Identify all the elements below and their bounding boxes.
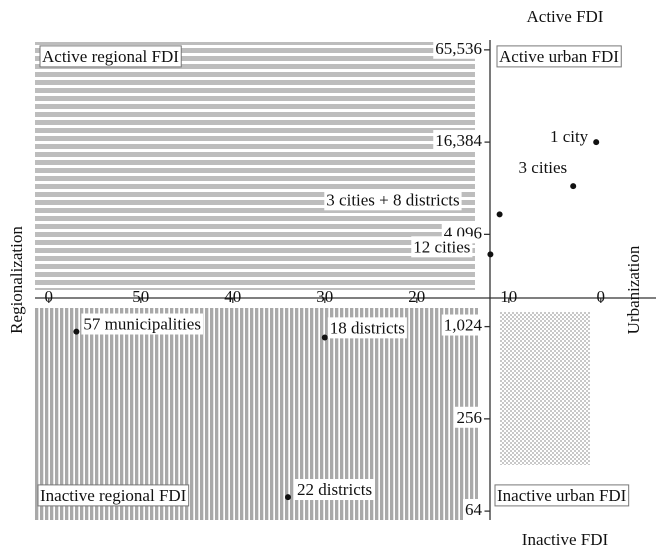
point (321, 334, 328, 341)
point-label: 12 cities (413, 237, 470, 256)
active-regional-area (35, 42, 475, 290)
point-label-box (295, 479, 375, 501)
quadrant-label: Inactive urban FDI (497, 486, 627, 505)
quadrant-label-box (39, 45, 182, 68)
point-label-box (411, 236, 473, 258)
quadrant-label-box (494, 484, 630, 507)
point-label-box (547, 126, 591, 148)
top-label: Active FDI (527, 7, 604, 26)
x-tick-label: 0 (45, 287, 54, 306)
y-tick-label-box (433, 37, 484, 59)
point (285, 494, 291, 501)
y-tick-label-box (463, 499, 485, 521)
y-tick-label: 1,024 (444, 316, 483, 335)
bottom-label: Inactive FDI (522, 530, 609, 549)
y-tick-label: 16,384 (435, 131, 482, 150)
quadrant-label: Active urban FDI (499, 47, 619, 66)
inactive-urban-area (500, 312, 590, 465)
y-tick-label-box (454, 406, 484, 428)
y-tick-label: 65,536 (435, 39, 482, 58)
quadrant-label-box (496, 45, 622, 68)
point (487, 251, 494, 258)
point-label: 22 districts (297, 480, 372, 499)
y-tick-label-box (441, 314, 485, 336)
x-tick-label: 40 (224, 287, 241, 306)
point (570, 183, 577, 190)
point (73, 328, 80, 335)
x-axis-label: Regionalization (7, 226, 26, 334)
point-label: 57 municipalities (83, 315, 201, 334)
point-label: 1 city (550, 127, 589, 146)
y-axis-label: Urbanization (624, 245, 643, 334)
x-tick-label: 20 (408, 287, 425, 306)
point-label: 18 districts (330, 318, 405, 337)
x-tick-label: 50 (132, 287, 149, 306)
point-label-box (81, 313, 203, 335)
point (593, 139, 600, 146)
y-tick-label: 256 (457, 408, 483, 427)
x-tick-label: 0 (597, 287, 606, 306)
y-tick-label-box (433, 130, 485, 152)
quadrant-label: Active regional FDI (42, 47, 179, 66)
x-tick-label: 30 (316, 287, 333, 306)
x-tick-label: 10 (500, 287, 517, 306)
point-label-box (516, 157, 570, 179)
point-label-box (324, 189, 462, 211)
y-tick-label: 64 (465, 500, 483, 519)
point-label: 3 cities (519, 158, 568, 177)
quadrant-label: Inactive regional FDI (40, 486, 187, 505)
point (496, 211, 503, 218)
point-label-box (327, 317, 407, 339)
point-label: 3 cities + 8 districts (326, 190, 459, 209)
quadrant-label-box (37, 484, 190, 507)
